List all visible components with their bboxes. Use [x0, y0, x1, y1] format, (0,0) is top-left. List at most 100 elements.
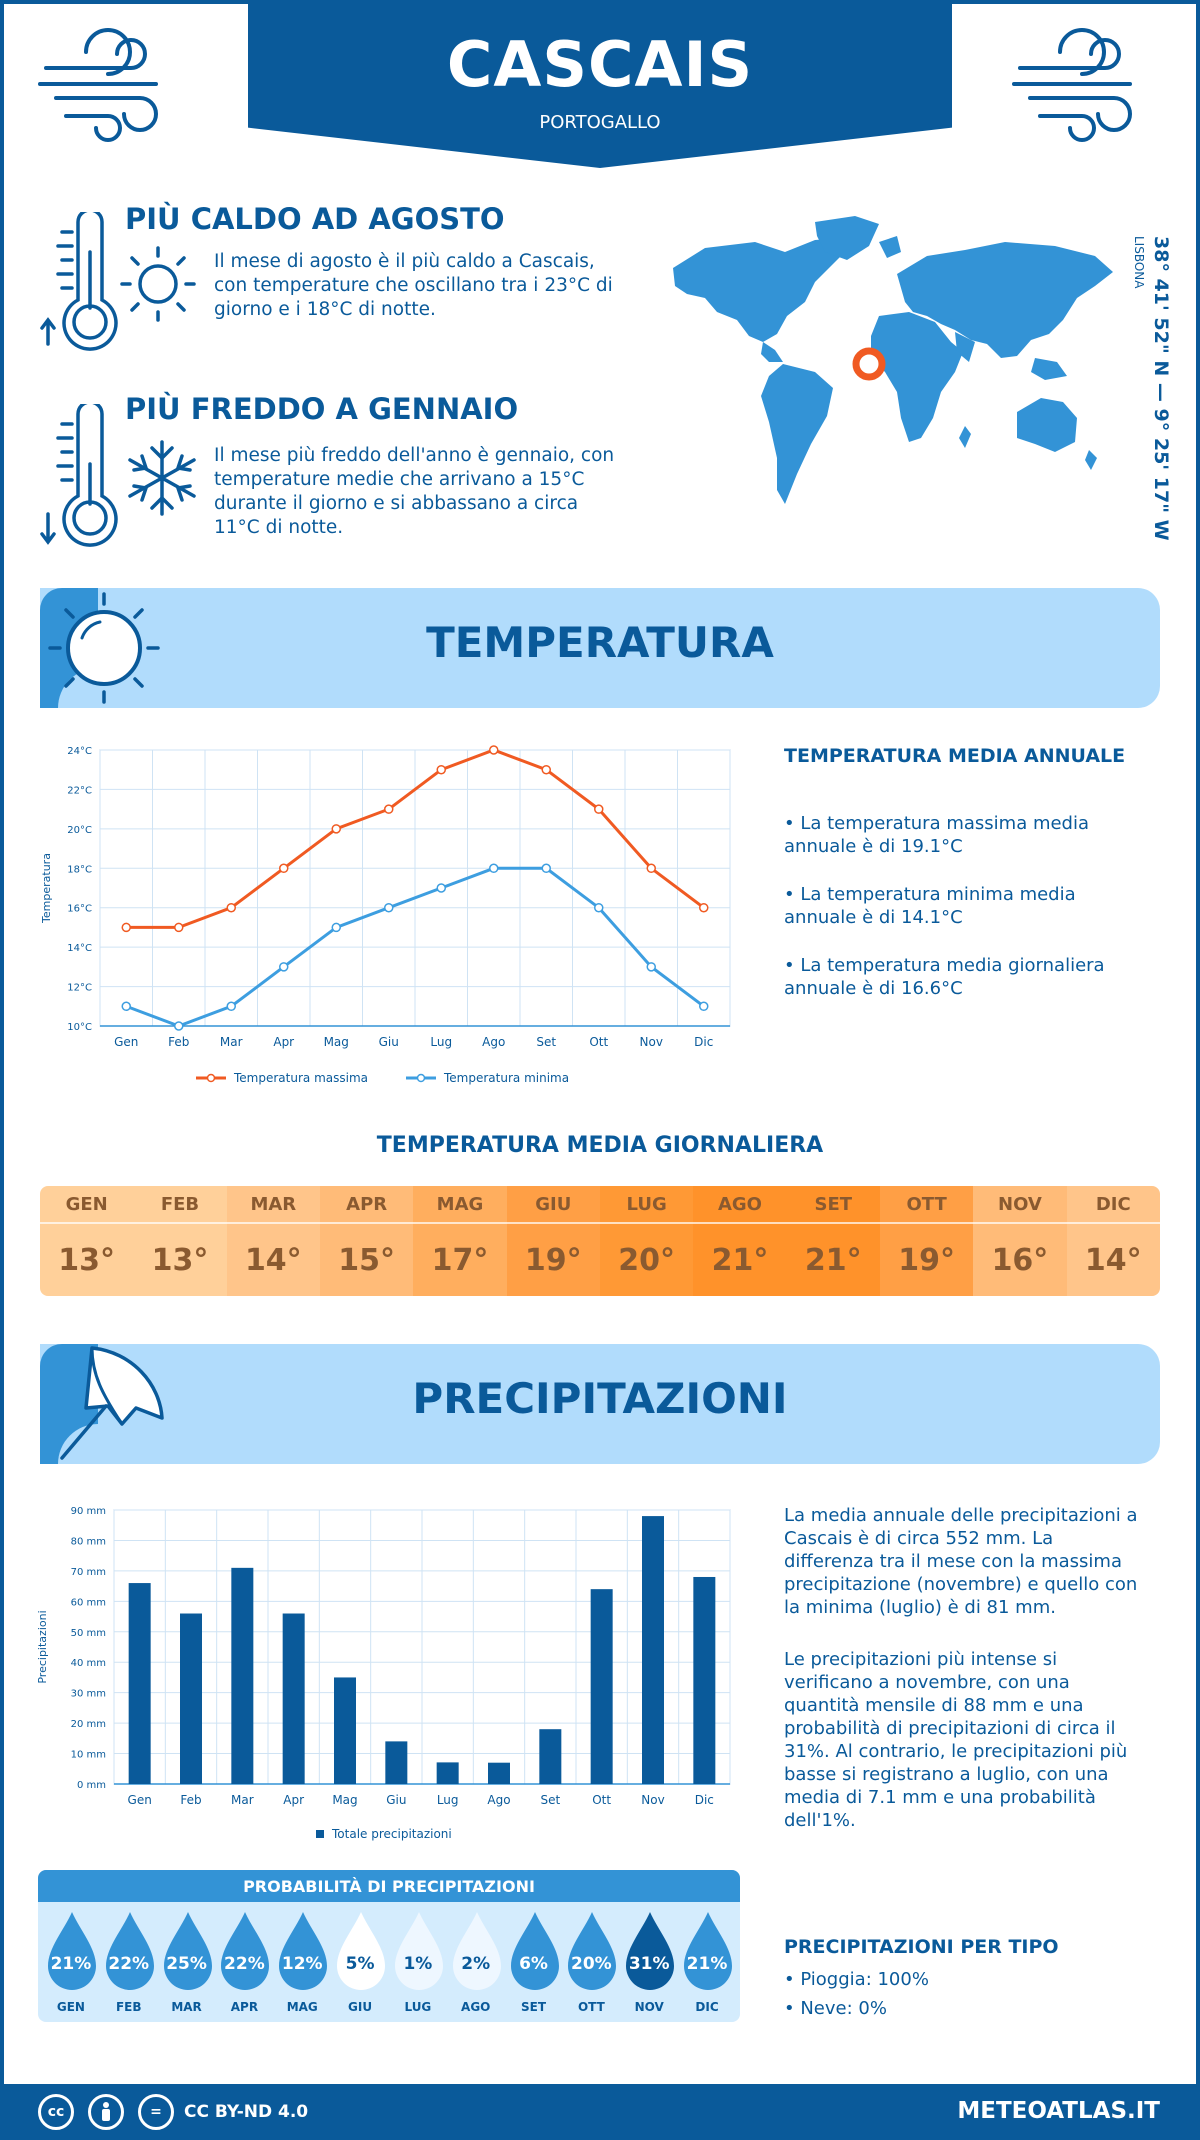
daily-temp-value: 15° [338, 1242, 396, 1278]
data-point [594, 902, 604, 913]
y-tick-label: 0 mm [77, 1780, 106, 1791]
probability-month: OTT [577, 2000, 605, 2014]
annual-max-text: • La temperatura massima media annuale è… [784, 813, 1090, 857]
probability-value: 20% [571, 1954, 612, 1974]
x-tick-label: Feb [168, 1035, 189, 1049]
legend-swatch [316, 1830, 324, 1838]
raindrop-shape [626, 1912, 675, 1990]
daily-month-label: SET [786, 1186, 880, 1224]
y-tick-label: 12°C [67, 983, 92, 994]
x-tick-label: Ago [487, 1793, 510, 1807]
x-tick-label: Lug [437, 1793, 459, 1807]
daily-month-label: GEN [40, 1186, 134, 1224]
probability-item: 5% GIU [331, 1910, 389, 2020]
data-point [384, 902, 394, 913]
precip-bar [436, 1762, 459, 1784]
site-link[interactable]: METEOATLAS.IT [957, 2098, 1160, 2124]
x-tick-label: Giu [379, 1035, 399, 1049]
raindrop-icon [394, 1912, 443, 1990]
probability-value: 12% [281, 1954, 323, 1974]
daily-month-label: OTT [879, 1186, 974, 1224]
data-point [331, 824, 341, 834]
sun-icon [48, 592, 160, 704]
data-point [331, 922, 341, 933]
raindrop-shape [163, 1912, 212, 1990]
precip-bar [334, 1677, 356, 1784]
temperature-line-chart: 10°C 12°C 14°C 16°C 18°C 20°C 22°C 24°C Gen Feb Ma… [40, 745, 731, 1085]
data-point [121, 922, 131, 933]
x-tick-label: Feb [180, 1793, 201, 1807]
legend-marker [416, 1073, 426, 1083]
annual-temp-heading: TEMPERATURA MEDIA ANNUALE [784, 745, 1126, 767]
y-tick-label: 50 mm [71, 1628, 106, 1639]
x-tick-label: Dic [694, 1035, 713, 1049]
raindrop-icon [510, 1912, 559, 1990]
data-point [436, 764, 446, 775]
daily-temp-column: AGO 21° [693, 1186, 787, 1296]
precip-probability-panel: PROBABILITÀ DI PRECIPITAZIONI 21% GEN 22% F… [38, 1870, 740, 2022]
x-tick-label: Dic [695, 1793, 714, 1807]
raindrop-shape [279, 1912, 328, 1990]
precip-bar [282, 1613, 305, 1784]
x-tick-label: Ott [592, 1793, 611, 1807]
x-tick-label: Gen [128, 1793, 152, 1807]
x-tick-label: Gen [114, 1035, 138, 1049]
footer: cc = CC BY-ND 4.0 METEOATLAS.IT [0, 2084, 1200, 2140]
raindrop-shape [394, 1912, 443, 1990]
attribution-icon [88, 2094, 124, 2130]
probability-title: PROBABILITÀ DI PRECIPITAZIONI [38, 1870, 740, 1902]
coldest-title: PIÙ FREDDO A GENNAIO [125, 392, 519, 426]
raindrop-shape [48, 1912, 96, 1990]
data-point [174, 1021, 184, 1031]
data-point [594, 804, 604, 814]
probability-value: 21% [50, 1954, 92, 1974]
legend-marker [206, 1073, 216, 1083]
daily-temp-value: 13° [58, 1242, 116, 1278]
probability-item: 2% AGO [447, 1910, 505, 2020]
probability-month: LUG [404, 2000, 432, 2014]
precipitation-bar-chart: 0 mm 10 mm 20 mm 30 mm 40 mm 50 mm 60 mm 70 mm 8… [36, 1506, 731, 1841]
daily-temp-value: 13° [151, 1242, 209, 1278]
annual-avg-text: • La temperatura media giornaliera annua… [784, 955, 1105, 999]
raindrop-shape [684, 1912, 733, 1990]
x-tick-label: Giu [386, 1793, 406, 1807]
y-tick-label: 40 mm [71, 1658, 106, 1669]
probability-value: 2% [461, 1954, 491, 1974]
y-tick-label: 70 mm [71, 1567, 106, 1578]
raindrop-shape [221, 1912, 270, 1990]
probability-month: MAR [171, 2000, 202, 2014]
temperature-banner: TEMPERATURA [40, 588, 1160, 708]
daily-temp-column: MAG 17° [413, 1186, 507, 1296]
daily-temp-column: SET 21° [786, 1186, 880, 1296]
daily-temp-value: 19° [524, 1242, 582, 1278]
daily-temp-value: 21° [804, 1242, 862, 1278]
raindrop-shape [510, 1912, 559, 1990]
precip-detail-text: Le precipitazioni più intense si verific… [784, 1649, 1128, 1831]
y-tick-label: 30 mm [71, 1689, 106, 1700]
probability-item: 1% LUG [389, 1910, 447, 2020]
data-point [436, 883, 446, 893]
precip-bar [642, 1516, 664, 1784]
thermometer-snowflake-icon [40, 404, 196, 547]
daily-month-label: AGO [693, 1186, 787, 1224]
y-axis-label: Precipitazioni [36, 1610, 49, 1683]
data-point [646, 962, 656, 972]
probability-value: 21% [686, 1954, 728, 1974]
probability-month: GIU [348, 2000, 373, 2014]
probability-month: SET [521, 2000, 547, 2014]
data-point [279, 962, 289, 972]
data-point [384, 804, 394, 814]
raindrop-icon [105, 1912, 154, 1990]
daily-month-label: NOV [973, 1186, 1067, 1224]
probability-value: 1% [403, 1954, 433, 1974]
data-point [121, 1001, 131, 1012]
y-tick-label: 14°C [67, 943, 92, 954]
daily-temp-column: NOV 16° [973, 1186, 1067, 1296]
y-tick-label: 16°C [67, 904, 92, 915]
probability-month: MAG [286, 2000, 318, 2014]
country-subtitle: PORTOGALLO [539, 112, 661, 133]
raindrop-shape [105, 1912, 154, 1990]
wind-icon [1012, 28, 1132, 142]
daily-temp-value: 14° [1084, 1242, 1142, 1278]
wind-icon [38, 28, 158, 142]
